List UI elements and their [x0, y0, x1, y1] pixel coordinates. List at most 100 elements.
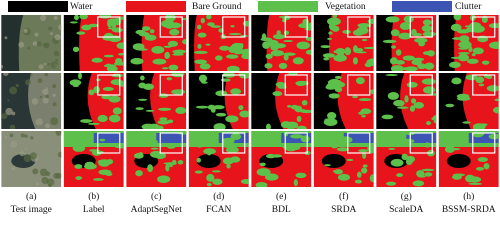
seg-veg	[103, 54, 114, 58]
seg-veg	[153, 140, 158, 144]
photo-texture	[19, 151, 25, 157]
image	[438, 15, 499, 71]
seg-veg	[409, 105, 416, 112]
seg-veg	[391, 45, 396, 49]
seg-veg	[322, 53, 336, 58]
photo-texture	[9, 86, 18, 95]
seg-veg	[293, 179, 298, 187]
image-cell	[188, 15, 249, 71]
caption-name: BDL	[272, 205, 291, 215]
seg-veg	[152, 58, 167, 65]
image-cell	[313, 15, 374, 71]
seg-veg	[168, 64, 179, 71]
seg-veg	[198, 74, 208, 83]
image-cell	[251, 131, 312, 187]
seg-veg	[239, 110, 249, 118]
seg-veg	[215, 55, 223, 61]
seg-veg	[138, 31, 150, 37]
image-cell	[126, 131, 187, 187]
seg-veg	[450, 56, 463, 59]
legend-swatch	[8, 1, 68, 12]
seg-veg	[462, 121, 471, 124]
seg-water	[251, 73, 284, 129]
photo-texture	[57, 151, 62, 158]
seg-veg	[367, 18, 374, 24]
image	[313, 15, 374, 71]
image-cell	[1, 73, 62, 129]
photo-texture	[2, 73, 9, 76]
seg-veg	[361, 38, 368, 42]
image	[63, 15, 124, 71]
seg-veg	[267, 141, 273, 146]
seg-veg	[346, 158, 354, 162]
zoom-box	[409, 132, 433, 154]
image	[251, 131, 312, 187]
zoom-box	[409, 74, 433, 96]
seg-veg	[88, 89, 95, 96]
seg-veg	[157, 119, 171, 125]
image-cell	[438, 131, 499, 187]
legend: Water Bare Ground Vegetation Clutter	[8, 1, 482, 12]
seg-veg	[362, 152, 367, 159]
zoom-box	[472, 132, 496, 154]
caption-letter: (c)	[151, 191, 162, 202]
photo-texture	[53, 172, 60, 179]
seg-veg	[389, 57, 398, 65]
seg-veg	[77, 131, 86, 137]
seg-veg	[141, 123, 155, 129]
image-cell	[188, 73, 249, 129]
seg-veg	[353, 45, 358, 53]
seg-veg	[333, 54, 347, 62]
zoom-box	[222, 74, 246, 96]
seg-veg	[98, 169, 112, 175]
seg-veg	[106, 66, 118, 71]
photo-texture	[35, 118, 43, 126]
seg-veg	[464, 25, 477, 28]
image-cell	[313, 131, 374, 187]
seg-veg	[212, 105, 225, 110]
seg-veg	[445, 103, 455, 108]
seg-veg	[393, 99, 405, 107]
seg-veg	[355, 51, 367, 54]
seg-veg	[361, 167, 368, 174]
seg-veg	[292, 57, 304, 65]
photo-texture	[52, 93, 56, 98]
zoom-box	[159, 16, 183, 38]
seg-veg	[369, 174, 374, 183]
seg-veg	[327, 37, 332, 40]
seg-veg	[305, 49, 312, 55]
seg-veg	[107, 27, 121, 30]
seg-veg	[458, 51, 470, 55]
seg-veg	[276, 30, 281, 36]
seg-veg	[230, 133, 242, 140]
seg-veg	[79, 15, 89, 20]
image-cell	[251, 15, 312, 71]
zoom-box	[284, 132, 308, 154]
seg-water	[63, 15, 82, 71]
seg-veg	[91, 57, 103, 63]
photo-texture	[25, 147, 28, 150]
caption-letter: (d)	[213, 191, 224, 202]
seg-veg	[444, 145, 455, 153]
seg-veg	[412, 180, 425, 187]
legend-swatch	[392, 1, 452, 12]
photo-texture	[25, 79, 32, 86]
seg-veg	[281, 15, 291, 20]
seg-veg	[78, 73, 83, 80]
zoom-box	[222, 16, 246, 38]
seg-veg	[355, 77, 365, 85]
seg-veg	[399, 22, 411, 31]
seg-veg	[494, 98, 499, 102]
seg-veg	[74, 164, 83, 169]
seg-veg	[230, 25, 235, 28]
seg-veg	[211, 170, 221, 173]
seg-veg	[96, 78, 101, 82]
photo-texture	[46, 178, 55, 186]
seg-veg	[182, 39, 187, 45]
seg-veg	[161, 19, 175, 28]
zoom-box	[472, 16, 496, 38]
legend-label: Clutter	[455, 2, 482, 12]
seg-veg	[172, 49, 187, 54]
photo-texture	[45, 94, 49, 99]
seg-veg	[197, 32, 207, 38]
